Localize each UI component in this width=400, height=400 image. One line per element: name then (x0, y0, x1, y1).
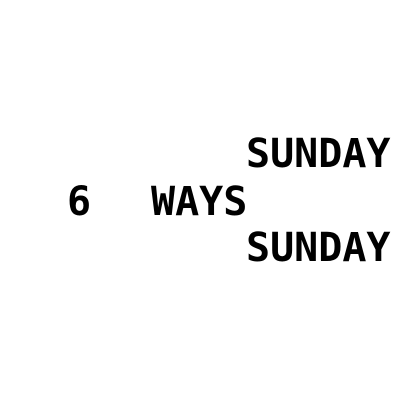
middle-word: WAYS (151, 179, 248, 225)
bottom-word: SUNDAY (246, 225, 391, 271)
number: 6 (67, 179, 92, 225)
top-word: SUNDAY (246, 131, 391, 177)
